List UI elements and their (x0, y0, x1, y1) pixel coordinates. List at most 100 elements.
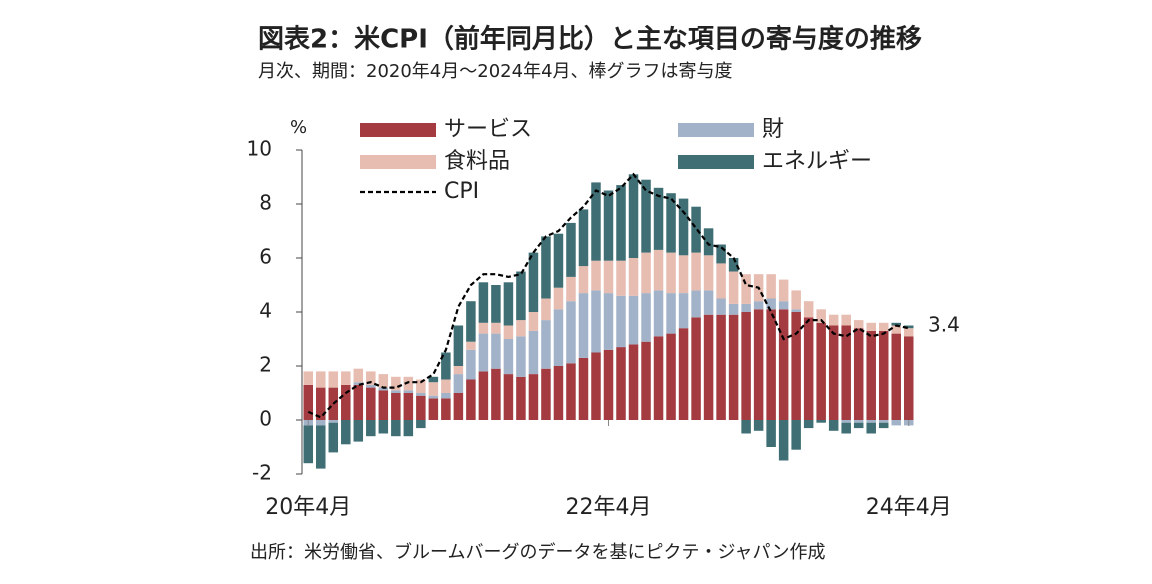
bar-segment (528, 374, 539, 420)
bar-segment (491, 285, 501, 323)
bar-segment (703, 314, 714, 420)
bar-segment (891, 325, 901, 334)
bar-segment (628, 295, 639, 345)
bar-segment (828, 325, 839, 420)
bar-segment (353, 384, 364, 420)
bar-segment (541, 368, 551, 420)
y-tick-label: 4 (259, 299, 272, 323)
bar-segment (578, 293, 589, 358)
bar-segment (366, 384, 376, 388)
bar-segment (316, 425, 326, 469)
bar-segment (716, 314, 726, 420)
bar-segment (453, 325, 464, 366)
bar-segment (391, 420, 401, 437)
bar-segment (728, 314, 739, 420)
bar-segment (591, 290, 601, 353)
bar-segment (403, 376, 414, 391)
bar-segment (653, 336, 664, 420)
y-tick-label: 10 (247, 137, 272, 161)
bar-segment (628, 258, 639, 296)
bar-segment (466, 349, 476, 380)
bar-segment (603, 349, 614, 420)
bar-segment (753, 301, 764, 310)
bar-segment (891, 322, 901, 326)
bar-segment (441, 352, 451, 380)
bar-segment (478, 282, 489, 323)
bar-segment (666, 193, 676, 253)
bar-segment (466, 341, 476, 350)
y-tick-label: 2 (259, 353, 272, 377)
bar-segment (491, 322, 501, 334)
bar-segment (803, 420, 814, 429)
x-tick-label: 24年4月 (866, 495, 952, 520)
bar-segment (603, 260, 614, 294)
bar-segment (378, 420, 389, 434)
bar-segment (691, 252, 701, 291)
bar-segment (716, 263, 726, 299)
bar-segment (816, 322, 826, 420)
bar-segment (516, 336, 526, 377)
chart-title: 図表2：米CPI（前年同月比）と主な項目の寄与度の推移 (258, 24, 922, 55)
bar-segment (478, 322, 489, 334)
bar-segment (878, 422, 889, 429)
bar-segment (453, 393, 464, 420)
bar-segment (353, 368, 364, 383)
bar-segment (753, 420, 764, 431)
bar-segment (591, 260, 601, 291)
bar-segment (803, 317, 814, 420)
bar-segment (453, 374, 464, 393)
bar-segment (491, 368, 501, 420)
bar-segment (803, 301, 814, 318)
cpi-line (307, 172, 909, 419)
bar-segment (853, 328, 864, 420)
bar-segment (791, 312, 801, 420)
bar-segment (728, 271, 739, 304)
legend-label: 財 (762, 117, 784, 142)
bar-segment (566, 363, 576, 420)
bar-segment (866, 422, 876, 434)
bar-segment (503, 325, 514, 339)
bar-segment (753, 309, 764, 420)
bar-segment (628, 174, 639, 258)
bar-segment (328, 422, 339, 453)
bar-segment (703, 290, 714, 315)
bar-segment (728, 258, 739, 272)
bar-segment (466, 379, 476, 420)
bar-segment (391, 393, 401, 420)
bar-segment (403, 393, 414, 420)
bar-segment (566, 301, 576, 364)
bar-segment (716, 298, 726, 315)
bar-segment (416, 393, 426, 396)
bar-segment (703, 255, 714, 291)
end-value-label: 3.4 (928, 313, 960, 337)
bar-segment (328, 387, 339, 420)
legend-swatch (678, 155, 754, 169)
bar-segment (491, 333, 501, 369)
legend-swatch (360, 123, 436, 137)
bar-segment (516, 376, 526, 420)
bar-segment (841, 422, 851, 434)
bar-segment (716, 244, 726, 264)
bar-segment (541, 320, 551, 369)
bar-segment (678, 255, 689, 294)
bar-segment (616, 260, 626, 296)
bar-segment (503, 282, 514, 326)
bar-segment (628, 344, 639, 420)
bar-segment (366, 387, 376, 420)
bar-segment (903, 336, 914, 420)
bar-segment (516, 320, 526, 337)
bar-segment (441, 393, 451, 399)
bar-segment (603, 293, 614, 350)
bar-segment (866, 330, 876, 420)
bar-segment (566, 222, 576, 277)
bar-segment (441, 379, 451, 393)
bar-segment (303, 371, 314, 385)
bar-segment (853, 320, 864, 329)
bar-segment (528, 330, 539, 375)
bar-segment (778, 309, 789, 420)
bar-segment (766, 420, 776, 447)
bar-segment (853, 422, 864, 429)
bar-segment (791, 420, 801, 450)
bar-segment (516, 271, 526, 321)
bar-segment (428, 398, 439, 420)
